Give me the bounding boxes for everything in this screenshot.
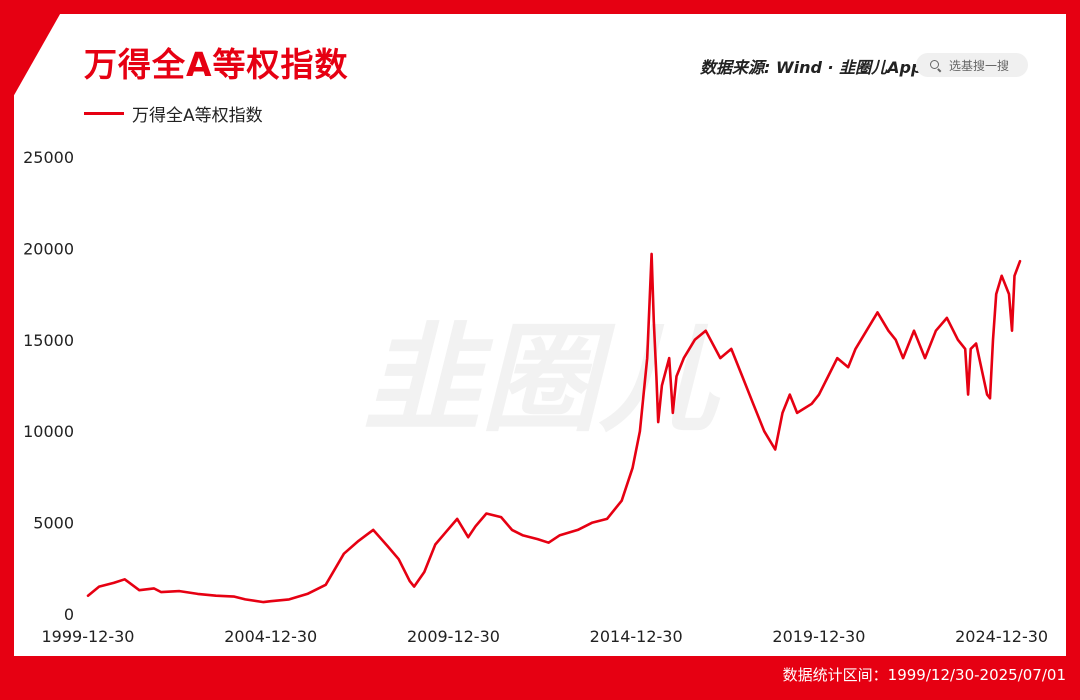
corner-accent <box>0 0 68 120</box>
y-tick-label: 15000 <box>23 331 74 350</box>
watermark-logo: 韭圈儿 <box>363 310 721 448</box>
y-tick-label: 20000 <box>23 239 74 258</box>
search-icon <box>930 59 942 72</box>
x-tick-label: 2019-12-30 <box>772 627 865 646</box>
line-chart: 韭圈儿 0 5000 10000 15000 20000 25000 1999-12-30… <box>23 148 1049 646</box>
y-tick-label: 0 <box>64 605 74 624</box>
search-placeholder: 选基搜一搜 <box>949 58 1010 73</box>
legend-label: 万得全A等权指数 <box>132 105 263 126</box>
x-tick-label: 2004-12-30 <box>224 627 317 646</box>
page-title: 万得全A等权指数 <box>84 45 349 84</box>
y-tick-label: 5000 <box>33 514 74 533</box>
legend-swatch <box>84 111 124 115</box>
x-tick-label: 2009-12-30 <box>407 627 500 646</box>
data-source: 数据来源: Wind · 韭圈儿App <box>700 58 923 77</box>
x-tick-label: 2014-12-30 <box>590 627 683 646</box>
y-tick-label: 10000 <box>23 422 74 441</box>
x-tick-label: 1999-12-30 <box>42 627 135 646</box>
footer-range: 数据统计区间：1999/12/30-2025/07/01 <box>782 666 1066 684</box>
y-tick-label: 25000 <box>23 148 74 167</box>
x-axis: 1999-12-30 2004-12-30 2009-12-30 2014-12-30… <box>42 627 1049 646</box>
series-line <box>86 252 1022 604</box>
x-tick-label: 2024-12-30 <box>955 627 1048 646</box>
search-box[interactable]: 选基搜一搜 <box>916 53 1028 77</box>
chart-legend: 万得全A等权指数 <box>84 100 263 126</box>
y-axis: 0 5000 10000 15000 20000 25000 <box>23 148 74 624</box>
